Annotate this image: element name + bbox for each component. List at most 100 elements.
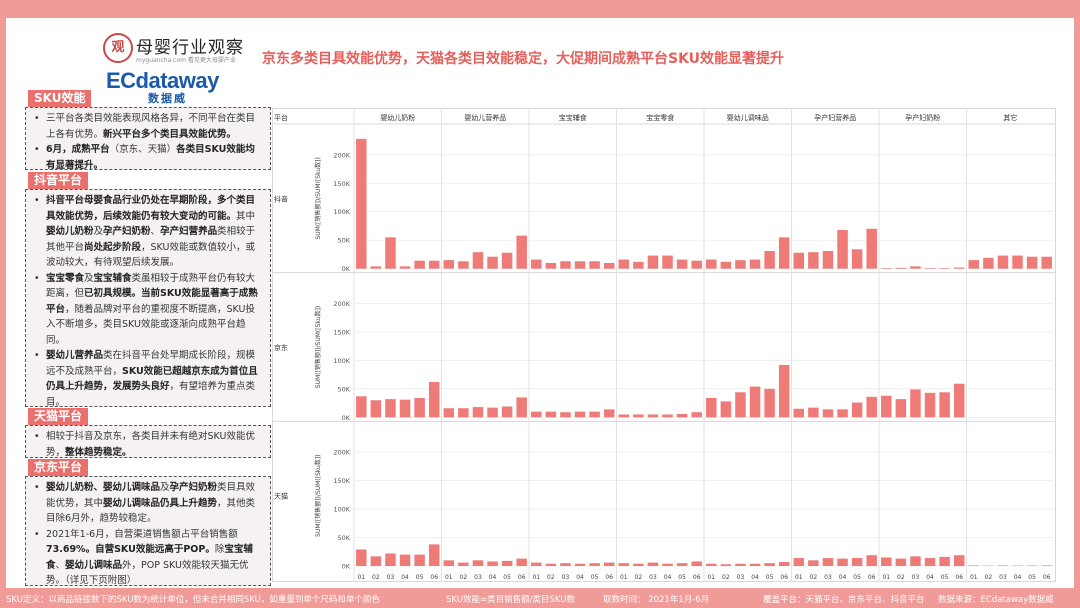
bar <box>501 252 513 269</box>
bar <box>691 561 702 566</box>
bar <box>924 558 936 566</box>
bar <box>603 262 615 269</box>
x-tick-label: 03 <box>387 574 395 581</box>
bar <box>953 383 965 418</box>
bar <box>356 396 367 418</box>
x-tick-label: 01 <box>795 574 803 581</box>
x-tick-label: 06 <box>693 574 701 581</box>
bar <box>574 261 586 269</box>
platform-label: 天猫 <box>274 492 288 501</box>
x-tick-label: 04 <box>664 574 672 581</box>
bar <box>851 249 863 269</box>
bar <box>808 560 819 566</box>
bar <box>603 562 615 566</box>
x-tick-label: 06 <box>430 574 438 581</box>
bar <box>778 237 790 269</box>
bar <box>910 556 921 566</box>
y-tick-label: 50K <box>337 237 350 245</box>
bar <box>939 392 950 418</box>
bullet-item: 相较于抖音及京东，各类目并未有绝对SKU效能优势，整体趋势稳定。 <box>32 429 264 457</box>
bar <box>851 402 863 418</box>
bar <box>720 564 732 566</box>
bar <box>691 260 702 269</box>
x-tick-label: 04 <box>576 574 584 581</box>
bar <box>458 562 469 566</box>
bar <box>662 255 673 269</box>
bar <box>603 409 615 418</box>
bar <box>531 259 542 269</box>
x-tick-label: 06 <box>868 574 876 581</box>
category-header: 婴幼儿调味品 <box>727 113 769 122</box>
bar <box>676 413 688 418</box>
bar <box>939 556 950 566</box>
category-header: 宝宝零食 <box>646 113 674 122</box>
x-tick-label: 04 <box>401 574 409 581</box>
x-tick-label: 06 <box>518 574 526 581</box>
corner-label: 平台 <box>274 113 288 122</box>
y-tick-label: 100K <box>333 506 350 514</box>
y-tick-label: 0K <box>342 414 351 422</box>
bar <box>516 397 527 418</box>
section-box-douyin: 抖音平台母婴食品行业仍处在早期阶段，多个类目具效能优势，后续效能仍有较大变动的可… <box>25 189 271 407</box>
bar <box>778 364 790 418</box>
bar <box>443 260 455 269</box>
bar <box>866 555 877 566</box>
bar <box>822 251 834 269</box>
bar <box>516 235 527 269</box>
y-axis-title: SUM([销售额])/SUM([Sku数]) <box>314 306 322 388</box>
bar <box>895 267 907 269</box>
bar <box>910 266 921 269</box>
bar <box>749 259 761 269</box>
x-tick-label: 02 <box>810 574 818 581</box>
y-tick-label: 150K <box>333 328 350 336</box>
bar <box>662 563 673 566</box>
section-box-tmall: 相较于抖音及京东，各类目并未有绝对SKU效能优势，整体趋势稳定。 <box>25 425 271 458</box>
bar <box>370 266 382 269</box>
category-header: 婴幼儿营养品 <box>464 113 506 122</box>
bar <box>472 252 484 269</box>
bar <box>356 138 367 269</box>
x-tick-label: 05 <box>416 574 424 581</box>
bar <box>647 255 659 269</box>
bar <box>764 563 775 566</box>
bar <box>866 396 877 418</box>
bullet-item: 2021年1-6月，自营渠道销售额占平台销售额73.69%。自营SKU效能远高于… <box>32 527 264 586</box>
x-tick-label: 04 <box>839 574 847 581</box>
bar <box>895 399 907 418</box>
x-tick-label: 01 <box>970 574 978 581</box>
x-tick-label: 04 <box>926 574 934 581</box>
bar <box>574 563 586 566</box>
x-tick-label: 01 <box>707 574 715 581</box>
bar <box>808 407 819 418</box>
bar <box>516 558 527 566</box>
footer-coverage: 覆盖平台：天猫平台、京东平台、抖音平台 <box>763 595 925 605</box>
bar <box>793 252 805 269</box>
x-tick-label: 03 <box>474 574 482 581</box>
x-tick-label: 06 <box>605 574 613 581</box>
bar <box>895 558 907 566</box>
y-tick-label: 0K <box>342 563 351 571</box>
bar <box>808 252 819 269</box>
section-title-sku: SKU效能 <box>28 90 92 107</box>
section-title-tmall: 天猫平台 <box>28 408 89 425</box>
bar <box>399 554 411 566</box>
bar <box>881 268 892 269</box>
bar <box>647 414 659 418</box>
bar <box>1012 255 1023 269</box>
y-tick-label: 200K <box>333 449 350 457</box>
ecdataway-logo: ECdataway 数据威 <box>106 68 236 105</box>
bar <box>545 563 557 566</box>
bar <box>793 558 805 566</box>
x-tick-label: 04 <box>489 574 497 581</box>
x-tick-label: 02 <box>722 574 730 581</box>
bar <box>399 266 411 269</box>
bar <box>997 565 1009 566</box>
category-header: 婴幼儿奶粉 <box>380 113 415 122</box>
bar <box>647 562 659 566</box>
y-tick-label: 150K <box>333 477 350 485</box>
bar <box>618 414 630 418</box>
bar <box>618 563 630 566</box>
bar <box>778 562 790 566</box>
category-header: 宝宝辅食 <box>559 113 587 122</box>
x-tick-label: 04 <box>751 574 759 581</box>
